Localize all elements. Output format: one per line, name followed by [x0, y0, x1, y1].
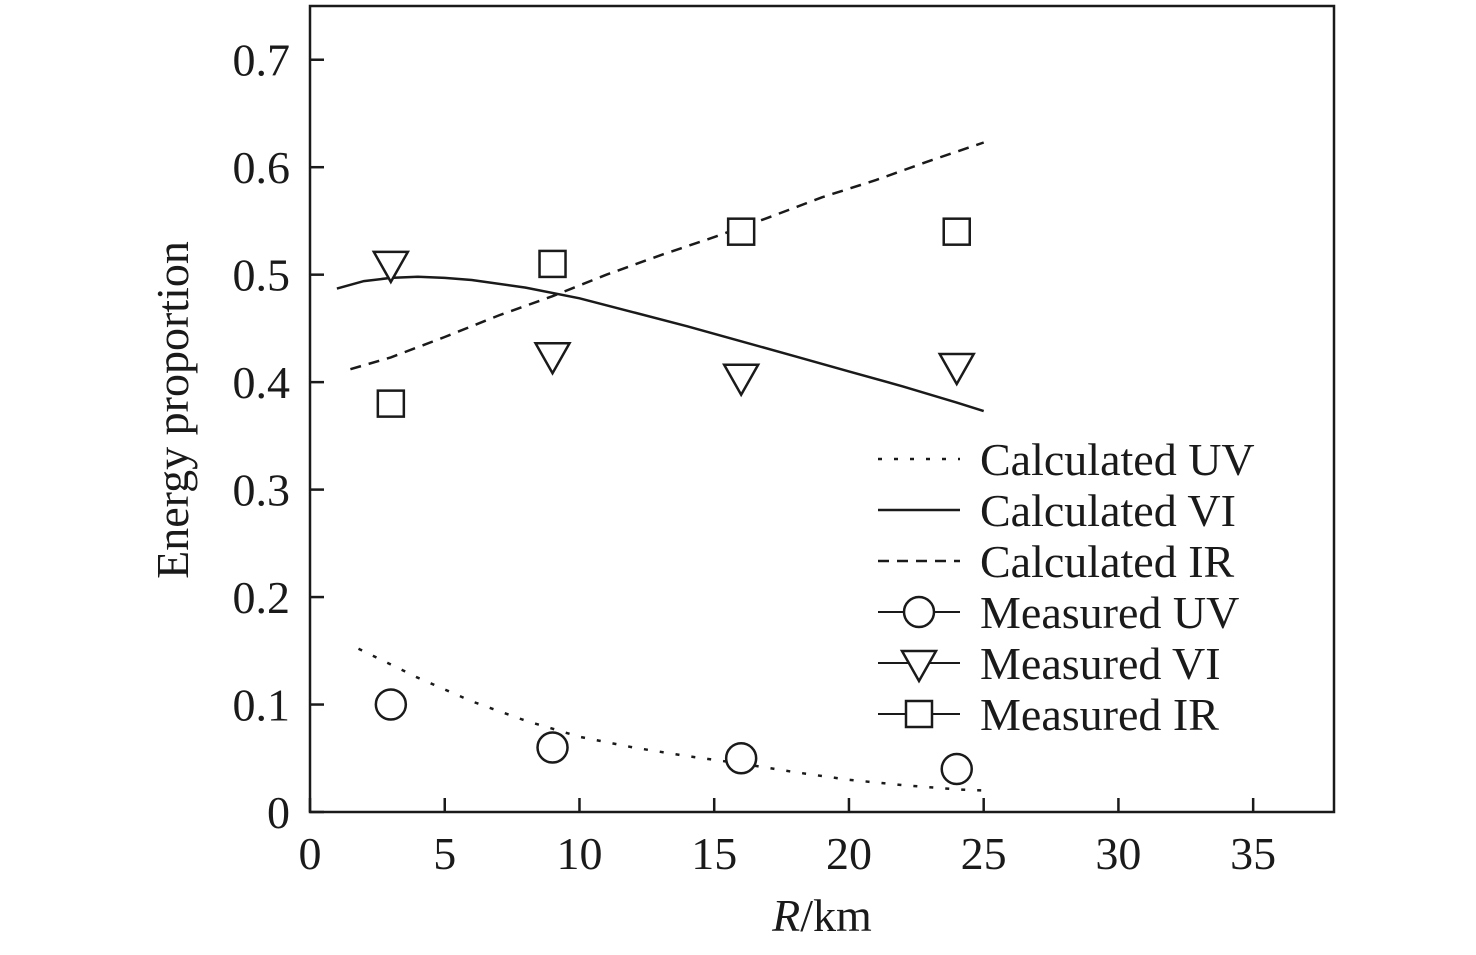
legend-marker-measured-vi [899, 649, 939, 684]
x-tick-label: 35 [1230, 828, 1276, 879]
x-tick-label: 10 [556, 828, 602, 879]
legend-label-measured-vi: Measured VI [980, 638, 1221, 689]
y-tick-label: 0.5 [233, 250, 291, 301]
x-tick-label: 25 [961, 828, 1007, 879]
measured-vi-point [937, 352, 976, 387]
y-tick-label: 0.3 [233, 465, 291, 516]
x-axis-label-unit: /km [800, 890, 872, 941]
x-axis-label: R/km [771, 890, 872, 941]
calculated-ir-line [350, 141, 985, 371]
x-tick-label: 5 [433, 828, 456, 879]
x-tick-label: 20 [826, 828, 872, 879]
y-tick-label: 0 [267, 787, 290, 838]
measured-ir-point [376, 389, 406, 418]
legend-marker-measured-uv [902, 595, 936, 629]
legend-label-calculated-vi: Calculated VI [980, 485, 1236, 536]
y-axis-label: Energy proportion [147, 241, 198, 579]
y-tick-label: 0.4 [233, 357, 291, 408]
measured-uv-point [374, 688, 408, 721]
x-axis-label-variable: R [771, 890, 800, 941]
measured-uv-point [536, 731, 569, 764]
y-tick-label: 0.1 [233, 680, 291, 731]
curves-layer [336, 141, 985, 792]
axis-ticks: 0 5 10 15 20 25 30 35 0 0.1 0.2 0.3 0.4 0.5 0.6 0.7 [233, 35, 1277, 879]
calculated-vi-line [336, 275, 985, 413]
legend-marker-measured-ir [904, 699, 934, 729]
measured-vi-point [722, 363, 761, 398]
x-tick-label: 15 [691, 828, 737, 879]
x-tick-label: 30 [1095, 828, 1141, 879]
legend-label-measured-uv: Measured UV [980, 587, 1239, 638]
measured-uv-point [940, 752, 973, 786]
y-tick-label: 0.6 [233, 142, 291, 193]
plot-border [308, 4, 1336, 814]
legend-label-calculated-uv: Calculated UV [980, 434, 1255, 485]
calculated-uv-line [357, 647, 984, 792]
measured-ir-point [726, 217, 756, 246]
measured-ir-point [538, 249, 567, 279]
legend-label-measured-ir: Measured IR [980, 689, 1219, 740]
measured-vi-point [371, 250, 410, 285]
y-tick-label: 0.7 [233, 35, 291, 86]
legend-label-calculated-ir: Calculated IR [980, 536, 1235, 587]
measured-uv-point [724, 742, 758, 775]
measured-ir-point [942, 217, 971, 246]
x-tick-label: 0 [299, 828, 322, 879]
plot-area [308, 4, 1336, 814]
y-tick-label: 0.2 [233, 572, 291, 623]
measured-vi-point [533, 342, 572, 376]
markers-layer [371, 217, 976, 786]
